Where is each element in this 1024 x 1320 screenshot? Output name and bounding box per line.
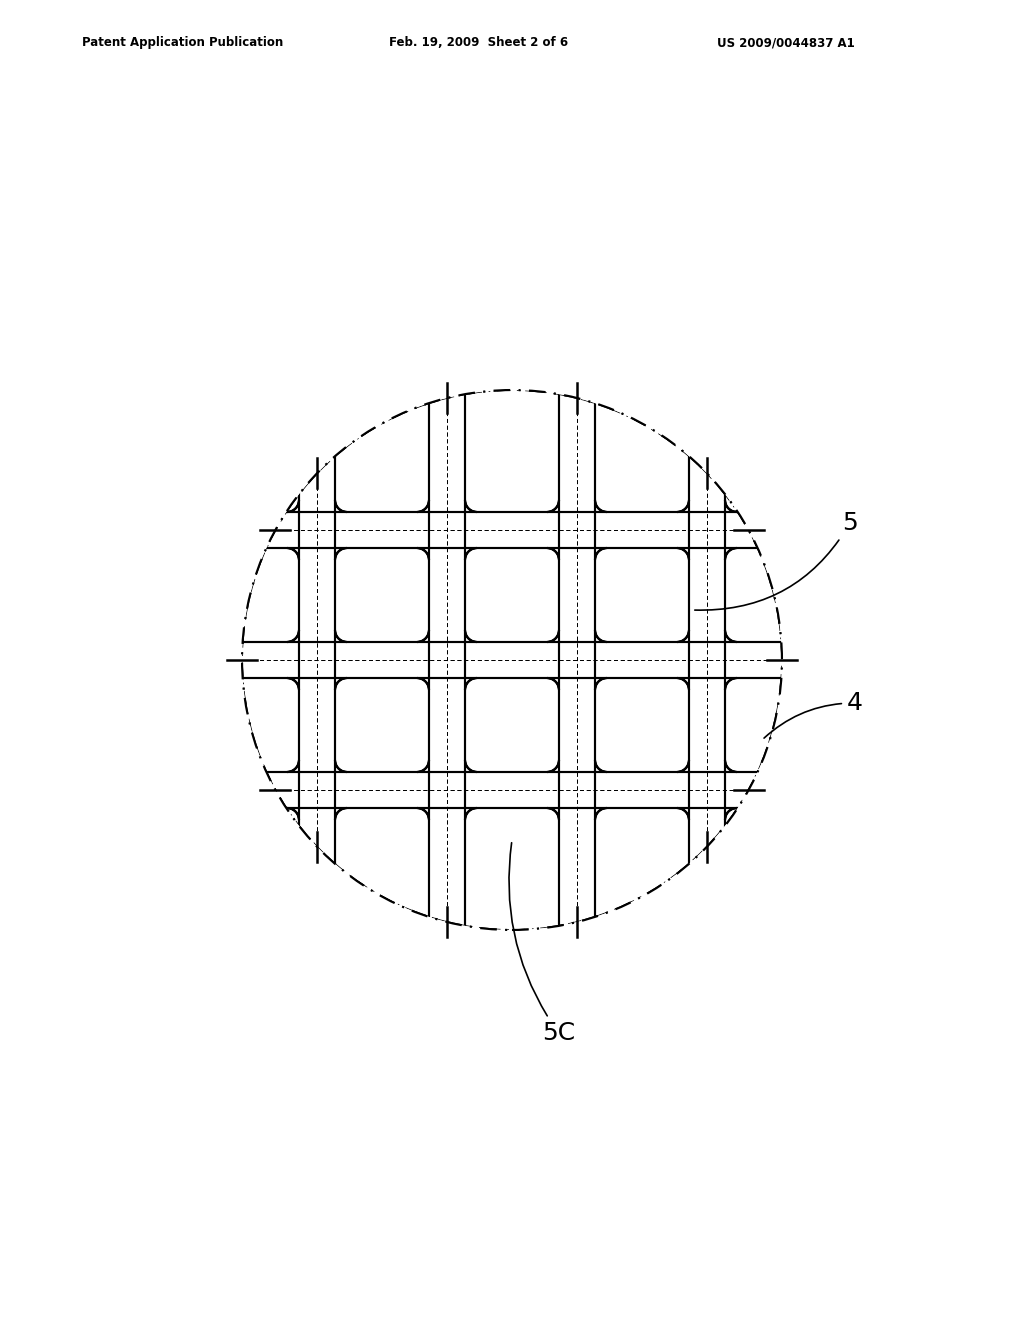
- Text: 4: 4: [764, 690, 863, 738]
- Text: 5C: 5C: [509, 842, 575, 1045]
- Text: Patent Application Publication: Patent Application Publication: [82, 36, 284, 49]
- Text: 5: 5: [694, 511, 858, 610]
- Text: Feb. 19, 2009  Sheet 2 of 6: Feb. 19, 2009 Sheet 2 of 6: [389, 36, 568, 49]
- Text: FIG. 2: FIG. 2: [427, 116, 597, 165]
- Text: US 2009/0044837 A1: US 2009/0044837 A1: [717, 36, 855, 49]
